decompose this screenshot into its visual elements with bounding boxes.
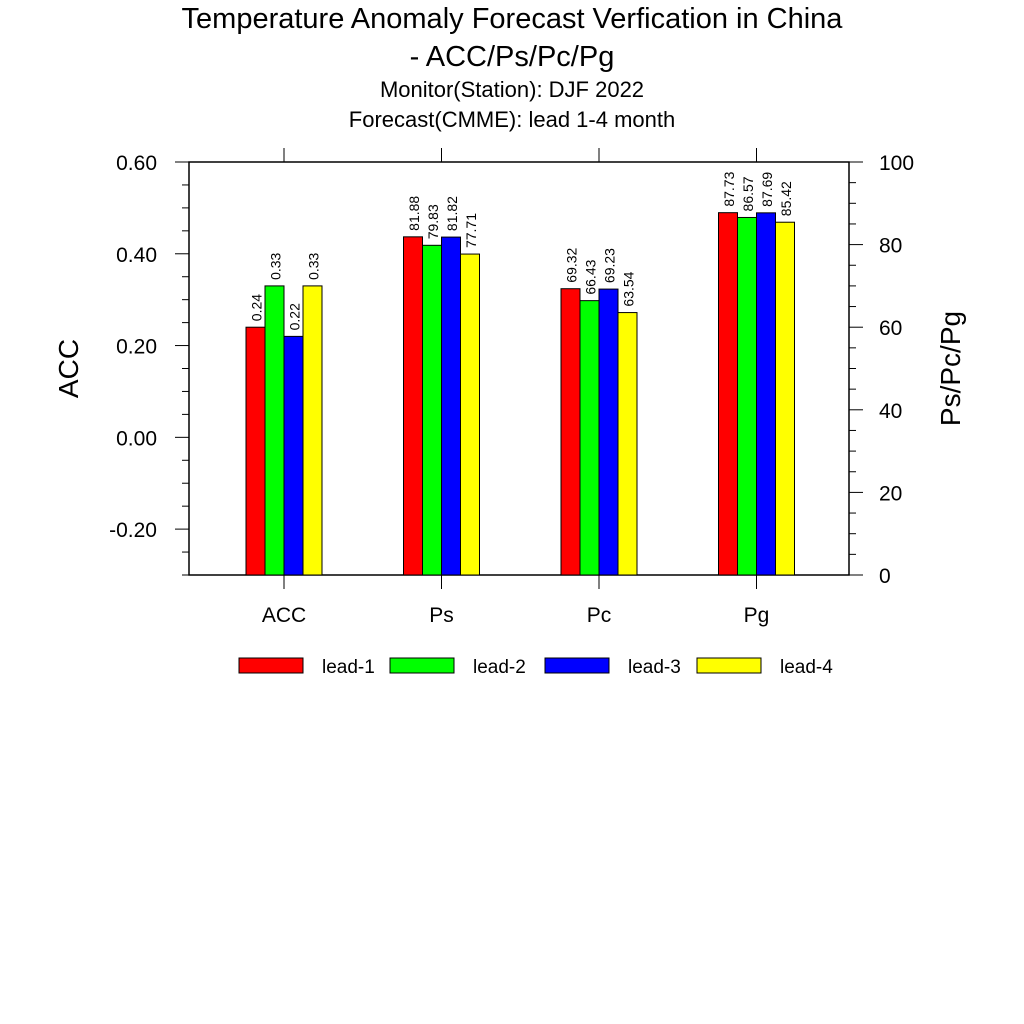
- bar-value-label: 77.71: [463, 213, 479, 248]
- bar-value-label: 87.69: [759, 172, 775, 207]
- bar-value-label: 63.54: [621, 271, 637, 306]
- bar: [460, 253, 480, 576]
- bar: [560, 288, 581, 576]
- right-tick-label: 80: [879, 235, 902, 258]
- left-tick-label: 0.40: [116, 244, 157, 267]
- right-tick-label: 0: [879, 565, 891, 588]
- left-tick-label: 0.20: [116, 336, 157, 359]
- bar-value-label: 69.23: [602, 248, 618, 283]
- x-tick-label: Ps: [429, 604, 454, 627]
- legend-swatch: [238, 657, 304, 674]
- bar-value-label: 69.32: [564, 247, 580, 282]
- bar-value-label: 81.82: [444, 196, 460, 231]
- bar-value-label: 0.24: [249, 294, 265, 321]
- bar: [775, 221, 795, 576]
- right-tick-label: 40: [879, 400, 902, 423]
- right-tick-label: 20: [879, 482, 902, 505]
- left-tick-label: -0.20: [109, 519, 157, 542]
- bar: [579, 300, 600, 576]
- right-axis-title: Ps/Pc/Pg: [935, 311, 966, 426]
- bar-value-label: 87.73: [721, 171, 737, 206]
- legend-label: lead-2: [473, 657, 526, 678]
- right-tick-label: 60: [879, 317, 902, 340]
- legend-label: lead-3: [628, 657, 681, 678]
- legend-swatch: [544, 657, 610, 674]
- bar-value-label: 0.22: [287, 303, 303, 330]
- left-axis-title: ACC: [53, 339, 84, 398]
- bar-value-label: 0.33: [306, 252, 322, 279]
- bar: [264, 285, 285, 576]
- bar: [756, 212, 776, 576]
- right-tick-label: 100: [879, 152, 914, 175]
- bar: [737, 216, 757, 576]
- bar-value-label: 86.57: [740, 176, 756, 211]
- bar: [617, 312, 638, 576]
- bar: [245, 326, 266, 576]
- legend-label: lead-1: [322, 657, 375, 678]
- left-tick-label: 0.00: [116, 427, 157, 450]
- legend-swatch: [389, 657, 455, 674]
- bar: [422, 244, 442, 576]
- bar: [598, 288, 619, 576]
- x-tick-label: Pg: [744, 604, 770, 627]
- bar-value-label: 85.42: [778, 181, 794, 216]
- bar: [403, 236, 423, 576]
- chart-subtitle-line-1: Monitor(Station): DJF 2022: [379, 77, 645, 102]
- bar-value-label: 66.43: [583, 259, 599, 294]
- chart-title-line-2: - ACC/Ps/Pc/Pg: [409, 41, 615, 73]
- chart-title-line-1: Temperature Anomaly Forecast Verfication…: [181, 3, 843, 35]
- bar: [441, 236, 461, 576]
- legend-label: lead-4: [780, 657, 833, 678]
- bar: [302, 285, 323, 576]
- x-tick-label: Pc: [587, 604, 612, 627]
- bar: [718, 212, 738, 576]
- bar-value-label: 79.83: [425, 204, 441, 239]
- chart-subtitle-line-2: Forecast(CMME): lead 1-4 month: [348, 107, 676, 132]
- bar: [283, 335, 304, 576]
- legend-swatch: [696, 657, 762, 674]
- x-tick-label: ACC: [262, 604, 306, 627]
- bar-value-label: 81.88: [406, 196, 422, 231]
- bar-value-label: 0.33: [268, 252, 284, 279]
- left-tick-label: 0.60: [116, 152, 157, 175]
